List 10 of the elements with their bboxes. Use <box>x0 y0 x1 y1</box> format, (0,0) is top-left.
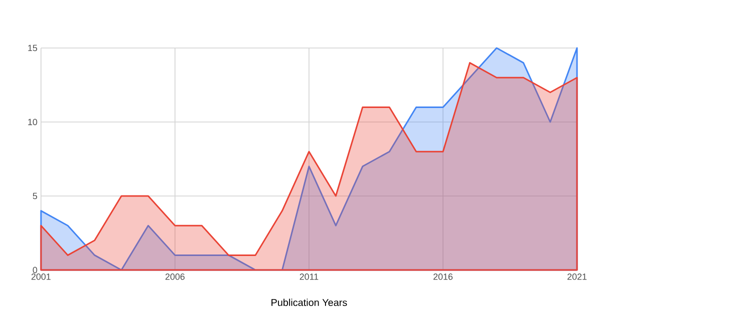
y-tick-label: 5 <box>32 192 38 200</box>
x-tick-label: 2011 <box>300 274 318 280</box>
y-tick-label: 10 <box>28 118 38 126</box>
x-tick-label: 2001 <box>31 274 51 280</box>
y-tick-label: 0 <box>32 266 38 274</box>
x-tick-label: 2021 <box>567 274 587 280</box>
x-axis-title: Publication Years <box>272 298 347 306</box>
y-tick-label: 15 <box>28 44 38 52</box>
x-tick-label: 2006 <box>165 274 185 280</box>
x-tick-label: 2016 <box>433 274 453 280</box>
